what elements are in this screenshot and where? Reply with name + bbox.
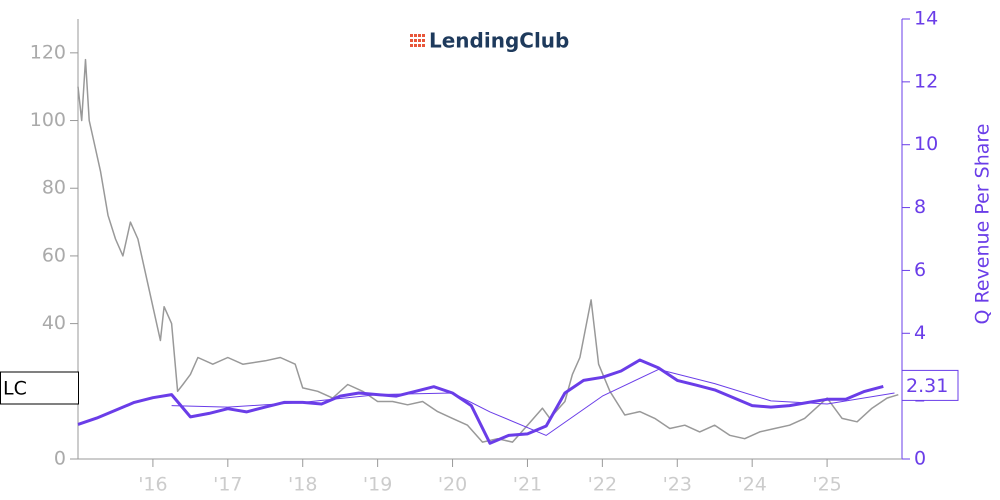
x-tick-label: '19 — [363, 474, 392, 496]
logo-icon — [410, 34, 425, 47]
x-tick-label: '16 — [138, 474, 167, 496]
ticker-label: LC — [3, 378, 27, 400]
value-label: 2.31 — [906, 375, 948, 397]
y2-tick-label: 10 — [914, 133, 938, 155]
y2-axis-title: Q Revenue Per Share — [972, 124, 994, 325]
x-tick-label: '22 — [588, 474, 617, 496]
y2-tick-label: 12 — [914, 70, 938, 92]
y-tick-label: 100 — [30, 109, 66, 131]
y2-tick-label: 8 — [914, 196, 926, 218]
y2-tick-label: 0 — [914, 448, 926, 470]
x-tick-label: '23 — [663, 474, 692, 496]
y-tick-label: 80 — [42, 177, 66, 199]
y-tick-label: 60 — [42, 244, 66, 266]
y-tick-label: 40 — [42, 312, 66, 334]
ticker-box — [0, 371, 79, 405]
y-tick-label: 120 — [30, 41, 66, 63]
value-label-box — [901, 369, 959, 401]
logo: LendingClub — [429, 29, 569, 53]
x-tick-label: '25 — [812, 474, 841, 496]
x-tick-label: '17 — [213, 474, 242, 496]
y2-tick-label: 6 — [914, 259, 926, 281]
x-tick-label: '24 — [737, 474, 766, 496]
y2-tick-label: 14 — [914, 8, 938, 30]
x-tick-label: '21 — [513, 474, 542, 496]
y2-tick-label: 4 — [914, 322, 926, 344]
x-tick-label: '18 — [288, 474, 317, 496]
data-line — [77, 58, 899, 443]
y-tick-label: 0 — [54, 448, 66, 470]
data-line — [77, 358, 884, 445]
x-tick-label: '20 — [438, 474, 467, 496]
